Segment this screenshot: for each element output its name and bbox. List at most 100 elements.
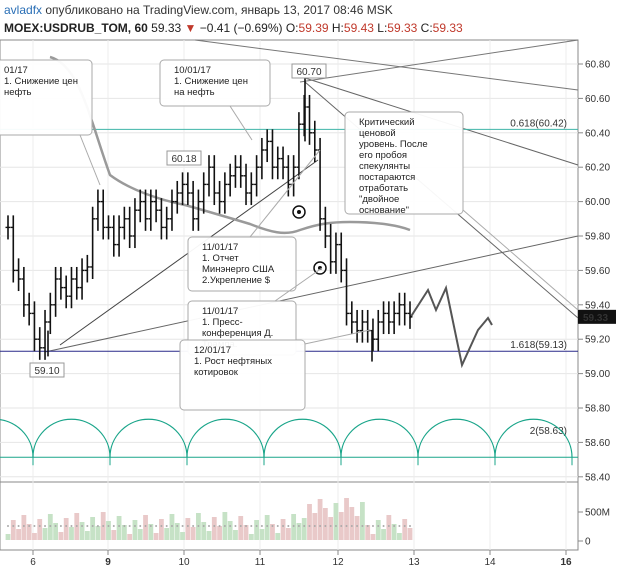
published-text: опубликовано на TradingView.com, январь …: [45, 3, 393, 17]
cycle-arc: [340, 418, 419, 458]
y-tick-label: 59.40: [585, 300, 610, 311]
note-line: на нефть: [174, 87, 215, 98]
volume-ma-dot: [81, 525, 84, 527]
volume-bar: [354, 516, 360, 540]
volume-ma-dot: [128, 525, 131, 527]
volume-ma-dot: [303, 525, 306, 527]
volume-tick-label: 0: [585, 537, 591, 548]
volume-bar: [397, 533, 402, 540]
y-tick-label: 60.00: [585, 197, 610, 208]
volume-bar: [26, 524, 32, 540]
volume-ma-dot: [313, 525, 316, 527]
volume-ma-dot: [377, 525, 380, 527]
fib-label: 2(58.63): [530, 426, 567, 437]
volume-bar: [211, 517, 217, 540]
volume-bar: [264, 515, 270, 540]
note-box: [344, 111, 464, 215]
volume-bar: [69, 527, 74, 540]
note-line: 2.Укрепление $: [202, 275, 271, 286]
price-label-text: 60.70: [296, 67, 321, 78]
volume-bar: [116, 516, 122, 540]
volume-bar: [5, 534, 11, 540]
note-line: котировок: [194, 367, 239, 378]
note-line: Критический: [359, 117, 415, 128]
x-tick-label: 14: [484, 557, 496, 568]
note-line: "двойное: [359, 194, 399, 205]
volume-bar: [42, 528, 48, 540]
x-tick-label: 11: [255, 557, 266, 568]
volume-bar: [127, 534, 133, 540]
volume-ma-dot: [255, 525, 258, 527]
cycle-arc: [0, 419, 34, 458]
volume-bar: [233, 530, 238, 540]
volume-bar: [407, 528, 413, 540]
volume-ma-dot: [49, 525, 52, 527]
note-pointer: [79, 134, 101, 186]
volume-ma-dot: [160, 525, 163, 527]
volume-ma-dot: [287, 525, 290, 527]
x-tick-label: 12: [332, 557, 344, 568]
volume-ma-dot: [223, 525, 226, 527]
volume-bar: [180, 532, 185, 540]
volume-ma-dot: [144, 525, 147, 527]
price-label-box: [29, 362, 65, 378]
volume-bar: [275, 533, 281, 540]
cycle-arc: [186, 418, 265, 458]
note-line: Минэнерго США: [202, 264, 275, 275]
volume-bar: [10, 520, 16, 540]
volume-bar: [243, 525, 249, 540]
note-box: [0, 59, 93, 136]
volume-bar: [333, 503, 339, 540]
open-label: O:: [285, 21, 299, 35]
projection-path: [409, 284, 493, 369]
volume-ma-dot: [186, 525, 189, 527]
note-pointer: [249, 149, 321, 238]
volume-bar: [121, 525, 127, 540]
volume-bar: [153, 533, 159, 540]
note-line: 1. Отчет: [202, 253, 239, 264]
volume-bar: [190, 527, 196, 540]
volume-ma-dot: [266, 525, 269, 527]
volume-ma-dot: [202, 525, 205, 527]
price-bars: [5, 77, 413, 362]
note-line: уровень. После: [359, 139, 428, 150]
note-box: [179, 339, 306, 411]
volume-bar: [37, 519, 43, 540]
note-box: [187, 236, 297, 292]
author-link[interactable]: avladfx: [4, 3, 43, 17]
volume-bar: [111, 530, 117, 540]
y-tick-label: 59.80: [585, 232, 610, 243]
volume-ma-dot: [387, 525, 390, 527]
y-tick-label: 60.40: [585, 128, 610, 139]
volume-ma-dot: [75, 525, 78, 527]
volume-ma-dot: [371, 525, 374, 527]
volume-ma-dot: [398, 525, 401, 527]
close-value: 59.33: [432, 21, 463, 35]
y-tick-label: 59.00: [585, 369, 610, 380]
cycle-arc: [32, 418, 111, 458]
current-price-text: 59.33: [583, 313, 608, 324]
time-axis: 6 9 10 11 12 13 14 16: [30, 550, 572, 568]
cycle-arc: [417, 418, 496, 458]
note-line: 1. Снижение цен: [174, 76, 248, 87]
volume-ma-dot: [239, 525, 242, 527]
y-tick-label: 60.60: [585, 94, 610, 105]
y-tick-label: 59.60: [585, 266, 610, 277]
volume-ma-dot: [7, 525, 9, 527]
volume-bar: [174, 523, 180, 540]
volume-bar: [63, 518, 69, 540]
volume-bar: [58, 532, 64, 540]
volume-ma-dot: [176, 525, 179, 527]
price-label-box: [291, 63, 327, 79]
price-labels: 60.70 60.18 59.10: [29, 63, 327, 378]
x-tick-label: 13: [408, 557, 420, 568]
volume-ma-dot: [33, 525, 36, 527]
note-line: его пробоя: [359, 150, 407, 161]
